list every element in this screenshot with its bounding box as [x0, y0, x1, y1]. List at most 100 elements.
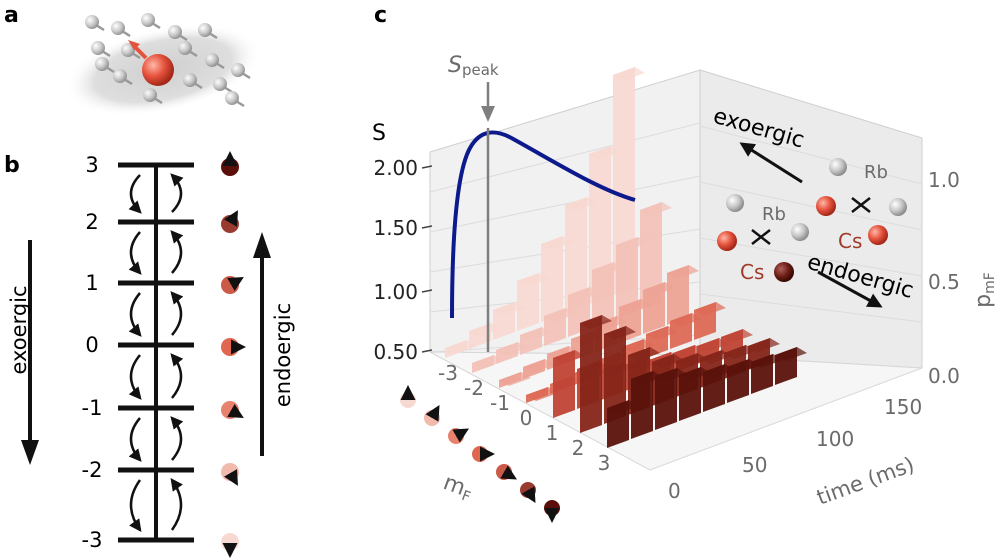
- rb-atom-icon: [95, 57, 115, 74]
- level-label: -2: [82, 458, 103, 482]
- energy-level: -1: [82, 396, 194, 420]
- time-tick: 50: [742, 453, 767, 477]
- probability-bar: [469, 323, 501, 349]
- rb-atom-icon: [141, 13, 161, 30]
- spin-icon: [400, 385, 416, 408]
- probability-bar: [655, 368, 687, 430]
- spin-icon: [424, 405, 440, 426]
- s-axis-label: S: [372, 121, 386, 146]
- spin-icon: [221, 338, 246, 356]
- transition-arrow-pair: [128, 165, 184, 222]
- cs-impurity-atom: [128, 40, 174, 86]
- spin-icon: [472, 446, 495, 462]
- exchange-icon: [851, 197, 871, 213]
- probability-bar: [640, 202, 672, 310]
- probability-bar: [670, 313, 702, 349]
- p-tick: 0.5: [928, 270, 960, 294]
- rb-atom-icon: [225, 91, 245, 108]
- energy-level: -3: [82, 528, 194, 552]
- level-label: -1: [82, 396, 103, 420]
- probability-bar: [667, 265, 699, 325]
- exoergic-label: exoergic: [7, 285, 31, 374]
- mf-tick: 1: [546, 421, 559, 445]
- transition-arrow-pair: [128, 408, 184, 470]
- endoergic-label: endoergic: [271, 303, 295, 407]
- inset-cs-label-top: Cs: [838, 229, 862, 253]
- time-axis-label: time (ms): [814, 452, 918, 509]
- probability-bar: [499, 372, 531, 388]
- rb-atom-icon: [198, 23, 218, 40]
- s-tick: 2.00: [373, 156, 418, 180]
- probability-bar: [679, 367, 711, 421]
- probability-bar: [703, 364, 735, 412]
- spin-icon: [496, 464, 517, 480]
- transition-arrows: [128, 165, 184, 540]
- probability-bar: [544, 308, 576, 346]
- p-axis-ticks: 1.0 0.5 0.0: [928, 168, 960, 388]
- probability-bar: [694, 302, 726, 340]
- panel-c: c Speak S 2.00 1.50 1.00 0.50 1.0 0.5 0.0 pmF…: [372, 3, 998, 523]
- transition-arrow-pair: [128, 283, 184, 345]
- spin-icon: [544, 500, 560, 523]
- probability-bars: [445, 67, 807, 448]
- inset-rb-label-top: Rb: [864, 162, 888, 183]
- rb-atom-icon: [829, 158, 847, 176]
- s-tick: 1.50: [373, 216, 418, 240]
- panel-a-label: a: [4, 3, 19, 28]
- level-label: 2: [85, 210, 98, 234]
- spin-icons: [221, 151, 246, 558]
- probability-bar: [631, 371, 663, 439]
- rb-atom-icon: [91, 41, 111, 58]
- spin-icon: [221, 533, 239, 558]
- rb-atom-icon: [231, 63, 251, 80]
- time-axis-ticks: 0 50 100 150: [668, 395, 922, 503]
- probability-bar: [496, 342, 528, 364]
- entropy-curve: [450, 130, 636, 319]
- panel-a: a: [4, 3, 262, 117]
- probability-bar: [445, 340, 477, 358]
- s-tick: 0.50: [373, 340, 418, 364]
- p-tick: 1.0: [928, 168, 960, 192]
- probability-bar: [607, 400, 639, 448]
- cs-atom-icon: [717, 231, 737, 251]
- probability-bar: [472, 355, 504, 373]
- energy-level: 2: [85, 210, 194, 234]
- probability-bar: [592, 262, 624, 328]
- spin-icon: [221, 401, 244, 419]
- panel-c-label: c: [374, 3, 387, 28]
- rb-atom-icon: [143, 88, 163, 105]
- transition-arrow-pair: [128, 222, 184, 283]
- rb-atom-icon: [111, 21, 131, 38]
- mf-tick: 2: [572, 436, 585, 460]
- energy-levels: 3 2 1 0 -1 -2 -3: [82, 153, 194, 552]
- probability-bar: [565, 197, 597, 313]
- inset-cs-label-bottom: Cs: [740, 260, 764, 284]
- rb-atom-icon: [178, 41, 198, 58]
- rb-atom-icon: [113, 69, 133, 86]
- time-tick: 100: [816, 427, 854, 451]
- panel-b-label: b: [4, 153, 20, 178]
- inset-rb-label-bottom: Rb: [762, 204, 786, 225]
- mf-tick: -2: [464, 376, 484, 400]
- probability-bar: [616, 237, 648, 319]
- cs-atom-icon: [774, 262, 794, 282]
- probability-bar: [541, 236, 573, 322]
- spin-icon: [448, 428, 469, 444]
- s-tick: 1.00: [373, 280, 418, 304]
- s-peak-arrow: [481, 106, 495, 122]
- s-peak-label: Speak: [448, 53, 499, 79]
- p-axis-label: pmF: [971, 272, 998, 308]
- spin-icon: [221, 151, 239, 176]
- rb-atom-icon: [85, 15, 105, 32]
- s-axis-ticks: 2.00 1.50 1.00 0.50: [373, 156, 433, 364]
- rb-atom-icon: [889, 198, 907, 216]
- energy-level: 3: [85, 153, 194, 177]
- spin-icon: [221, 210, 239, 233]
- panel-b: b 3 2 1 0 -1 -2 -3 exoergic endoergic: [4, 151, 295, 558]
- inset-endoergic-arrow: [817, 270, 883, 308]
- probability-bar: [493, 302, 525, 340]
- rb-atoms: [85, 13, 251, 108]
- rb-atom-icon: [121, 43, 141, 60]
